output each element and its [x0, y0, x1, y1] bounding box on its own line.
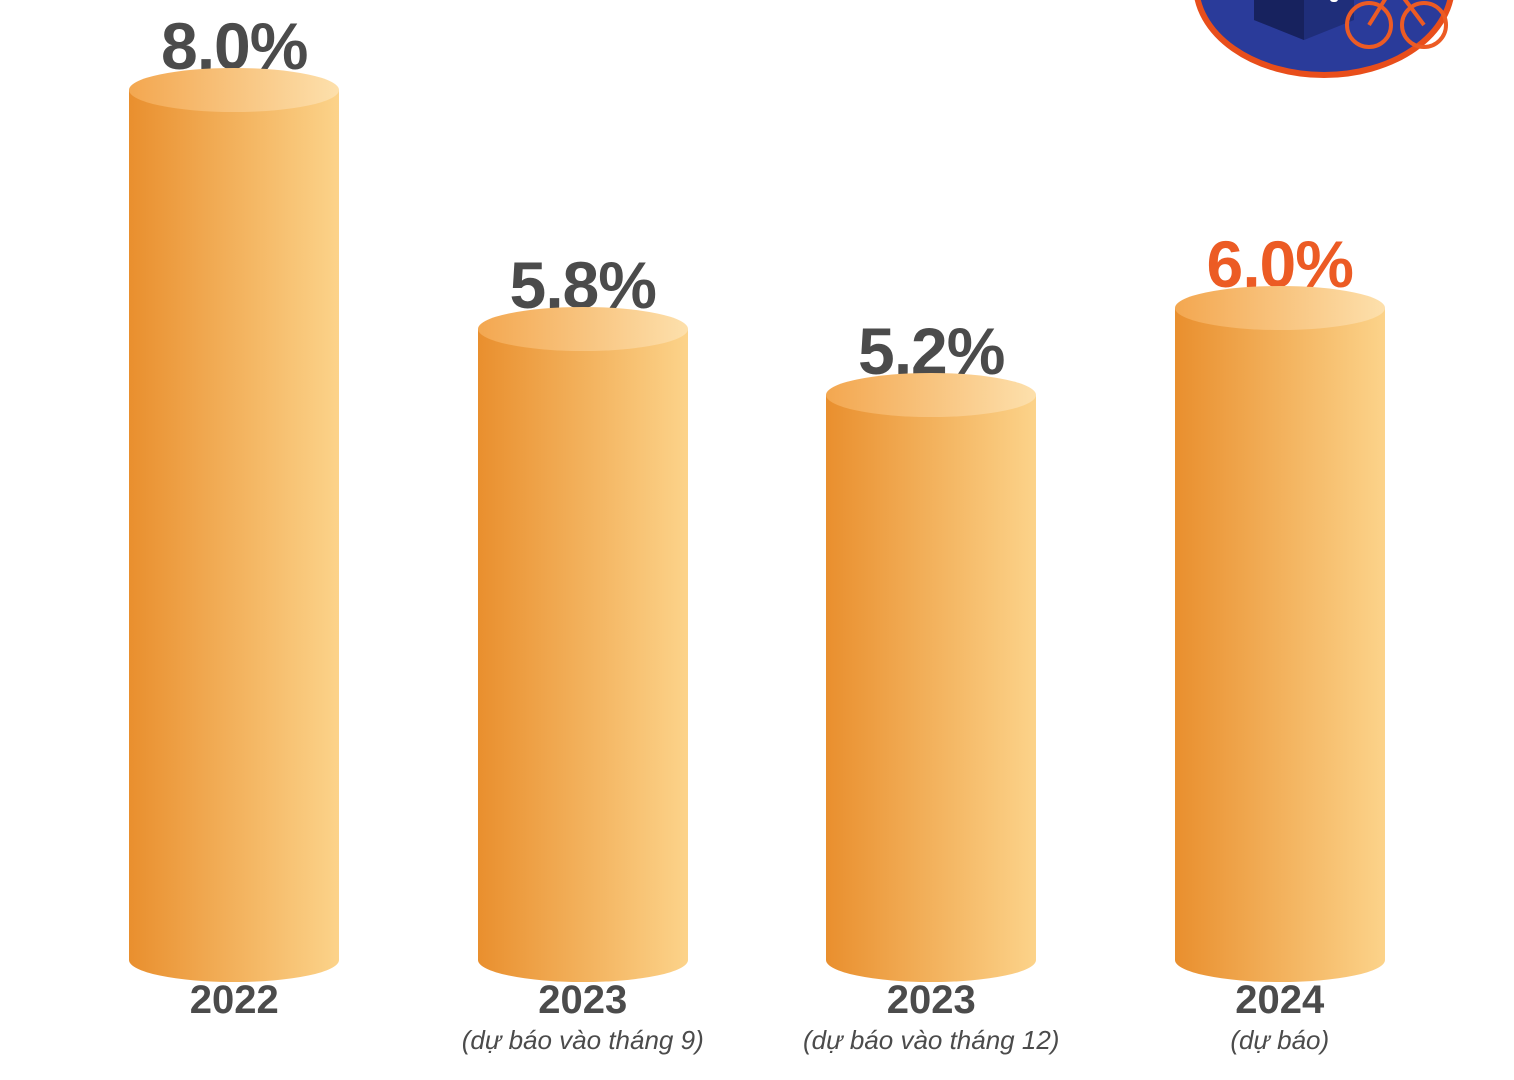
- bar-cylinder-top: [826, 373, 1036, 417]
- bar-group: 8,0%: [81, 8, 388, 960]
- bar-group: 5,2%: [778, 313, 1085, 961]
- bar-group: 5,8%: [429, 247, 736, 960]
- x-axis-year-label: 2023: [778, 978, 1085, 1023]
- x-axis-sub-label: (dự báo): [1126, 1025, 1433, 1056]
- x-axis-label-group: 2023(dự báo vào tháng 12): [778, 978, 1085, 1080]
- x-axis-year-label: 2024: [1126, 978, 1433, 1023]
- bar-cylinder-body: [129, 90, 339, 960]
- x-axis-label-group: 2024(dự báo): [1126, 978, 1433, 1080]
- x-axis-labels: 20222023(dự báo vào tháng 9)2023(dự báo …: [0, 960, 1514, 1080]
- bar-cylinder: [478, 329, 688, 960]
- x-axis-year-label: 2023: [429, 978, 736, 1023]
- bar-cylinder: [129, 90, 339, 960]
- x-axis-sub-label: (dự báo vào tháng 12): [778, 1025, 1085, 1056]
- bar-cylinder-body: [826, 395, 1036, 961]
- bar-cylinder-top: [129, 68, 339, 112]
- bar-chart: 8,0%5,8%5,2%6,0%: [0, 60, 1514, 960]
- bar-cylinder: [826, 395, 1036, 961]
- bar-cylinder-top: [478, 307, 688, 351]
- bar-cylinder: [1175, 308, 1385, 961]
- bar-cylinder-top: [1175, 286, 1385, 330]
- x-axis-label-group: 2022: [81, 978, 388, 1080]
- x-axis-year-label: 2022: [81, 978, 388, 1023]
- bar-group: 6,0%: [1126, 226, 1433, 961]
- x-axis-label-group: 2023(dự báo vào tháng 9): [429, 978, 736, 1080]
- bar-cylinder-body: [478, 329, 688, 960]
- bar-cylinder-body: [1175, 308, 1385, 961]
- x-axis-sub-label: (dự báo vào tháng 9): [429, 1025, 736, 1056]
